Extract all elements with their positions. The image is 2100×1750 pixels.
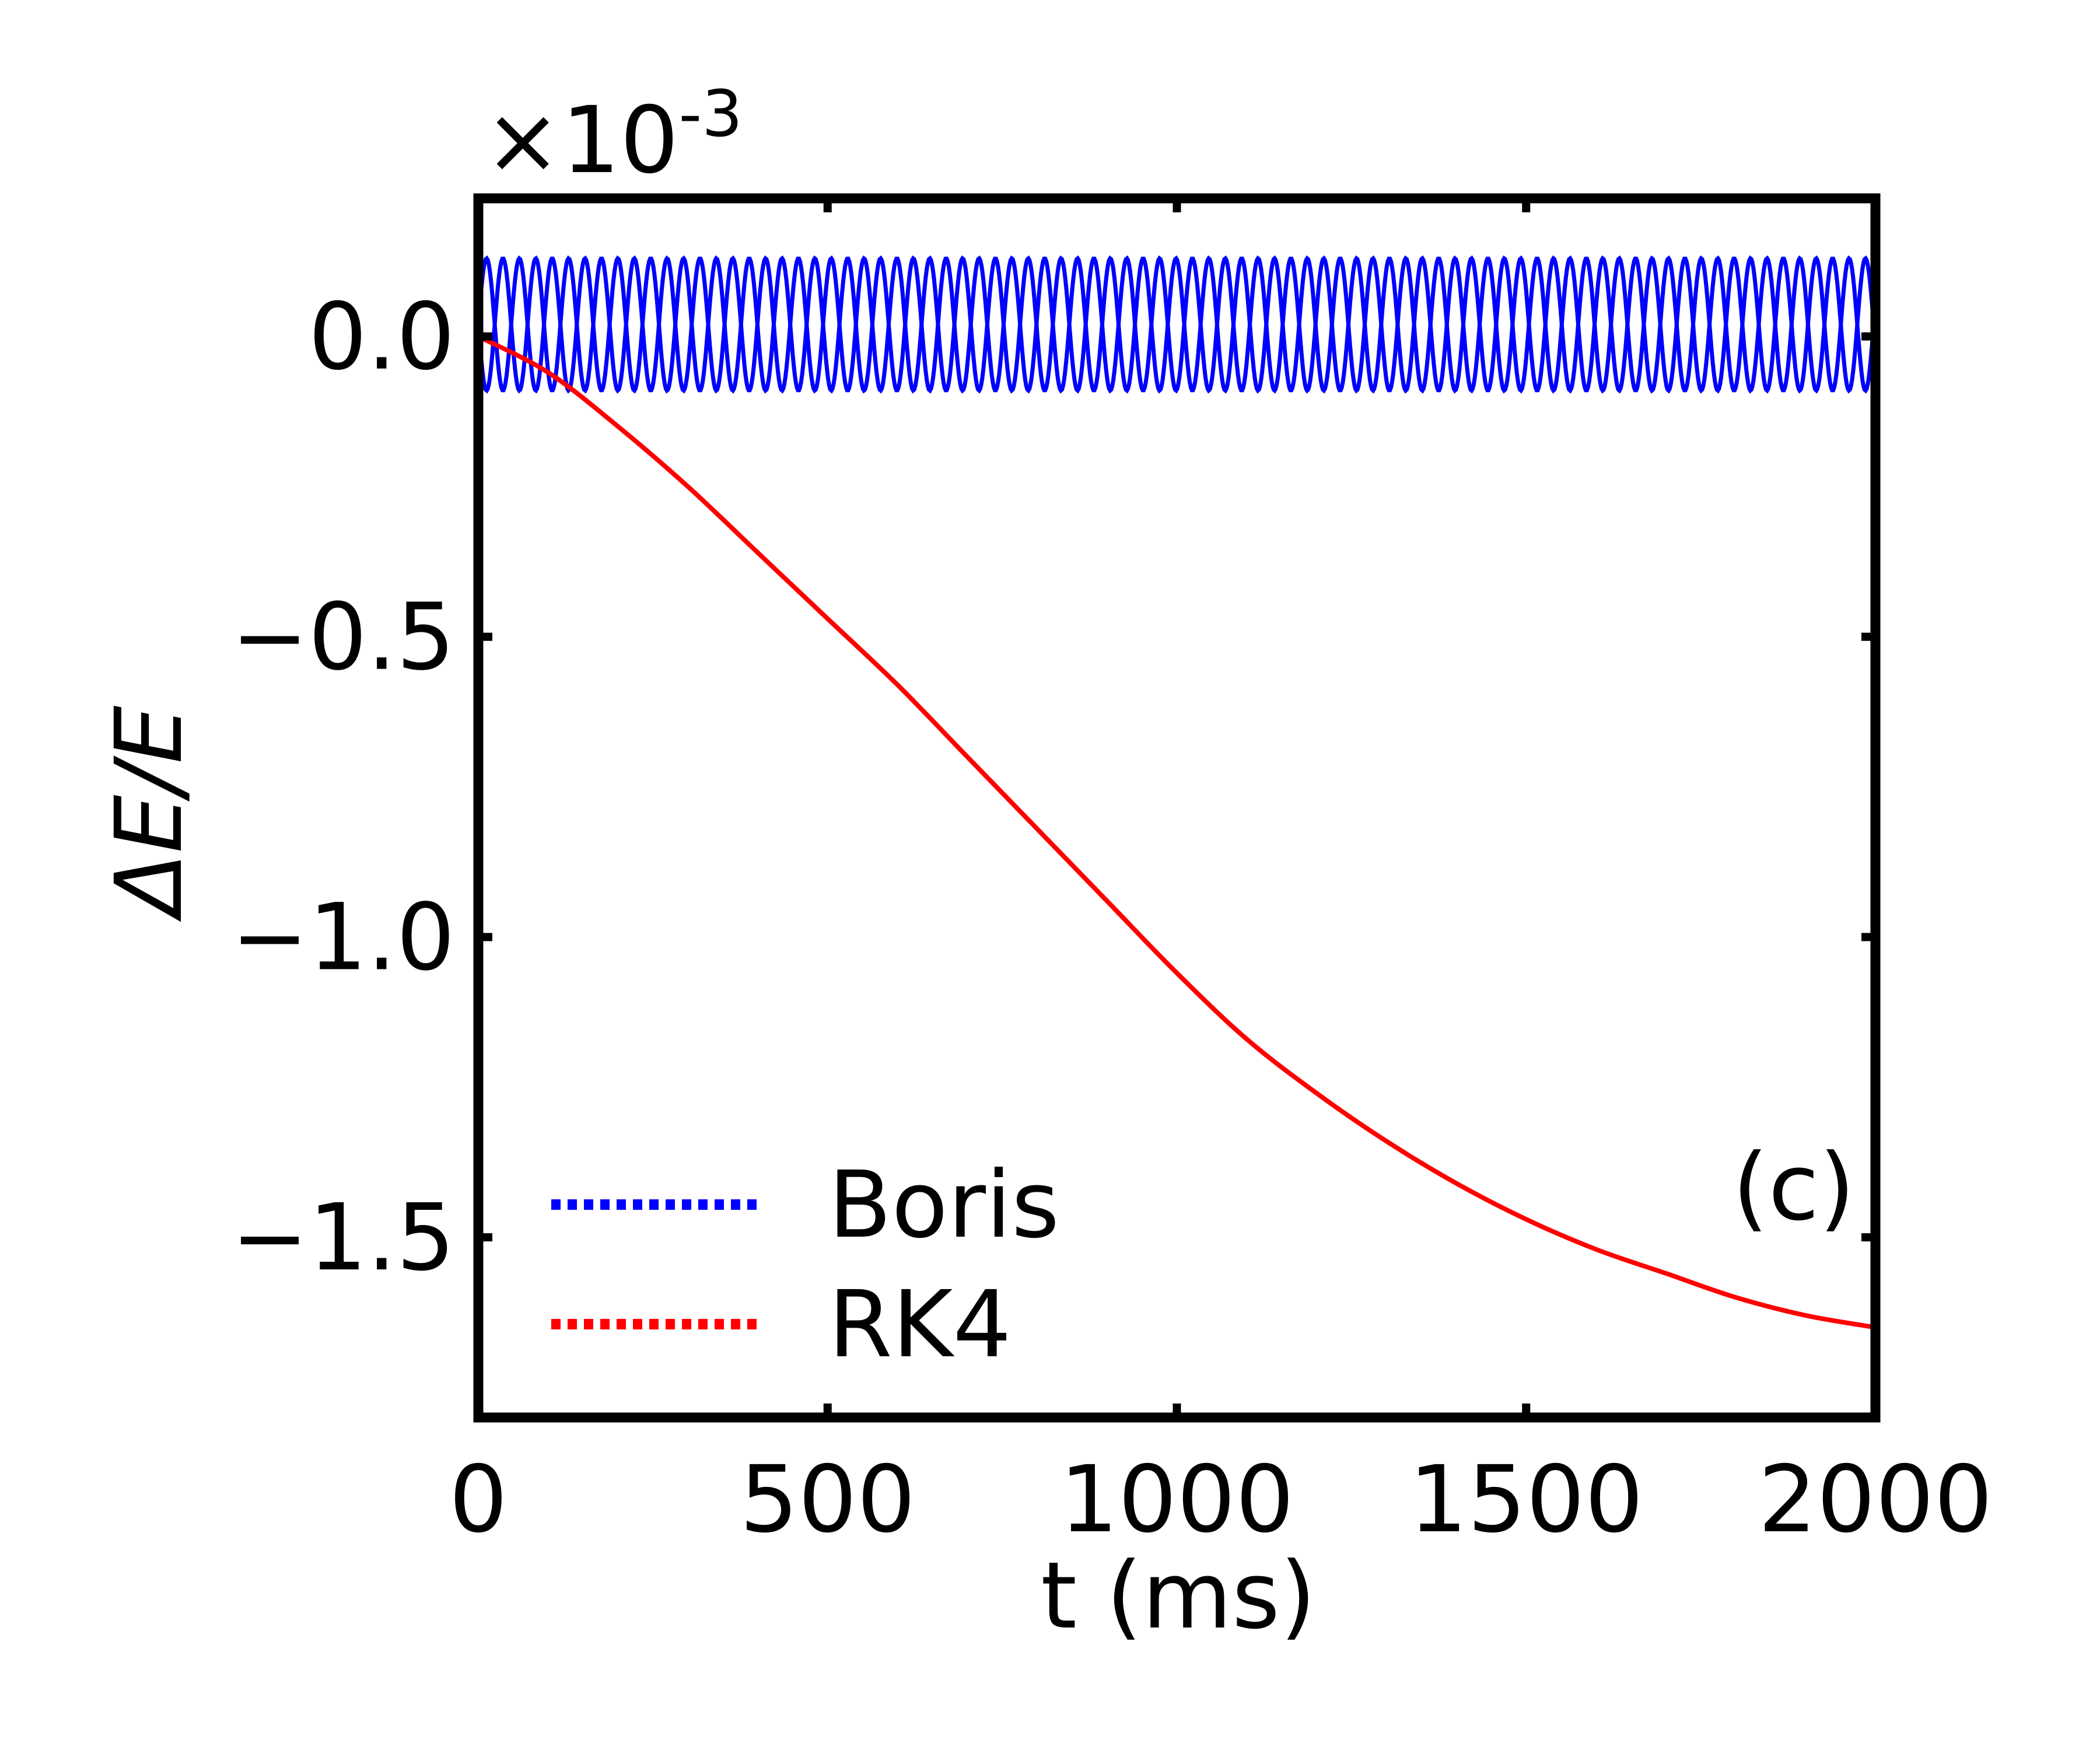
x-tick-label: 2000	[1758, 1446, 1993, 1553]
y-tick-label: −1.0	[231, 884, 455, 991]
ticks-layer	[474, 198, 1880, 1418]
x-tick-label: 1500	[1409, 1446, 1643, 1553]
labels-layer: 0 500 1000 1500 2000 0.0 −0.5 −1.0 −1.5	[231, 284, 1993, 1553]
x-tick-label: 0	[449, 1446, 508, 1553]
legend-label-boris: Boris	[828, 1152, 1059, 1259]
panel-label: (c)	[1732, 1134, 1855, 1241]
x-tick-label: 500	[740, 1446, 916, 1553]
series-rk4-line	[478, 334, 1875, 1330]
x-axis-label: t (ms)	[1041, 1542, 1316, 1650]
legend-label-rk4: RK4	[828, 1271, 1012, 1378]
x-tick-label: 1000	[1059, 1446, 1294, 1553]
y-multiplier-exponent: -3	[678, 76, 743, 151]
y-multiplier-base: ×10	[484, 87, 678, 194]
y-axis-label: ΔE/E	[96, 705, 203, 922]
legend: Boris RK4	[551, 1152, 1059, 1378]
series-boris-strand-1	[478, 255, 1875, 394]
series-layer	[478, 255, 1875, 1330]
y-multiplier: ×10-3	[484, 76, 743, 194]
y-tick-label: −0.5	[231, 584, 455, 691]
y-tick-label: −1.5	[231, 1184, 455, 1292]
y-tick-label: 0.0	[309, 284, 455, 391]
series-boris-strand-0	[478, 255, 1875, 394]
